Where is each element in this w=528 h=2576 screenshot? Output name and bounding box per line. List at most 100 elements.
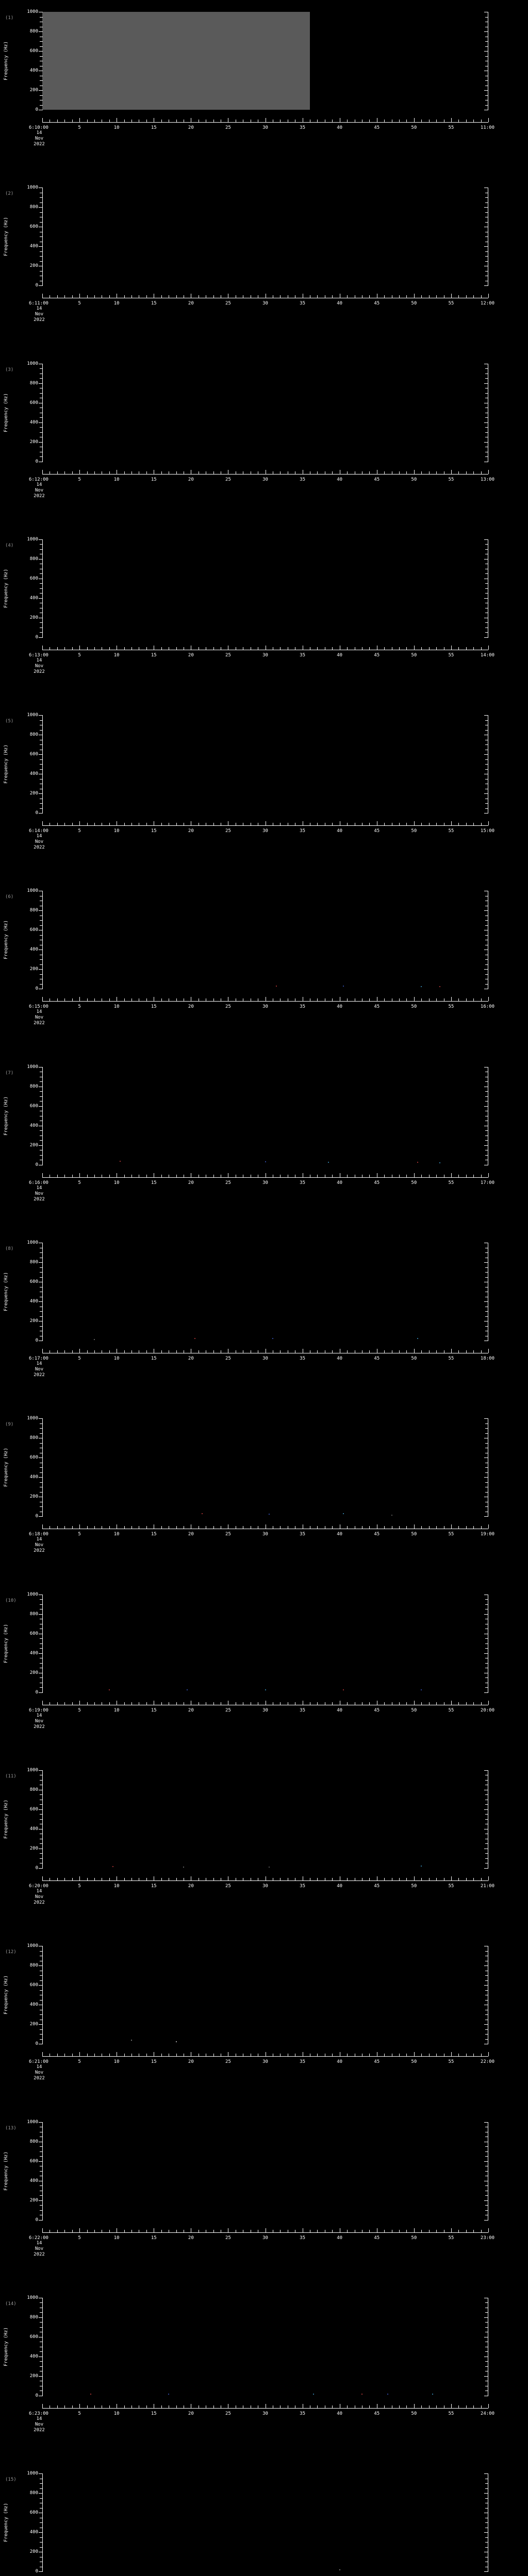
- x-tick: [347, 1877, 348, 1880]
- x-tick: [161, 1174, 162, 1177]
- y-tick-right: [484, 285, 488, 286]
- x-tick-label: 20: [188, 2411, 194, 2416]
- x-tick: [79, 821, 80, 826]
- date-stack: 14 Nov 2022: [24, 1185, 55, 1202]
- x-tick: [332, 1702, 333, 1705]
- y-tick-label: 400: [29, 1299, 38, 1304]
- x-tick: [146, 2405, 147, 2408]
- x-tick: [57, 120, 58, 122]
- x-tick-label: 40: [337, 1707, 343, 1713]
- x-tick-label: 30: [262, 1883, 268, 1889]
- x-tick: [369, 1350, 370, 1353]
- spectrogram-panel: (13) Frequency (Hz) 1000 800 600 400 200 0 6:22:…: [0, 2110, 528, 2286]
- x-tick: [369, 1702, 370, 1705]
- x-tick: [94, 471, 95, 474]
- x-tick: [428, 998, 430, 1002]
- y-tick-right: [484, 1145, 488, 1146]
- y-tick-right: [485, 769, 488, 770]
- x-tick: [369, 823, 370, 826]
- plot-area: [39, 1243, 488, 1342]
- y-tick-right: [485, 925, 488, 926]
- y-tick: [40, 1604, 43, 1605]
- y-tick-label: 600: [29, 752, 38, 757]
- spectrogram-panel: (1) Frequency (Hz) 1000 800 600 400 200 0 6:10:0…: [0, 0, 528, 176]
- y-tick-right: [485, 1155, 488, 1156]
- x-tick: [421, 1174, 422, 1177]
- y-tick: [39, 2024, 43, 2025]
- x-tick: [64, 1526, 65, 1529]
- y-tick-right: [485, 80, 488, 81]
- y-tick-label: 0: [35, 986, 38, 992]
- x-tick: [79, 118, 80, 122]
- spectrogram-panel: (12) Frequency (Hz) 1000 800 600 400 200 0 6:21:…: [0, 1934, 528, 2110]
- data-point: [417, 1161, 419, 1163]
- x-tick-label: 5: [78, 2411, 81, 2416]
- y-tick-label: 800: [29, 556, 38, 562]
- plot-area: [39, 539, 488, 638]
- x-tick: [87, 2405, 88, 2408]
- y-tick-label: 1000: [27, 1240, 38, 1246]
- y-tick-right: [484, 90, 488, 91]
- y-tick-label: 600: [29, 224, 38, 230]
- x-tick: [317, 471, 318, 474]
- x-tick-label: 15: [151, 1356, 157, 1362]
- x-tick: [124, 2229, 125, 2232]
- date-stack: 14 Nov 2022: [24, 2241, 55, 2258]
- x-tick-label: 40: [337, 1004, 343, 1010]
- x-tick: [64, 295, 65, 298]
- y-tick-label: 800: [29, 29, 38, 34]
- x-tick: [213, 1877, 214, 1880]
- x-tick: [332, 1174, 333, 1177]
- data-point: [313, 2393, 315, 2395]
- y-tick-right: [484, 1653, 488, 1654]
- y-tick: [40, 2537, 43, 2538]
- x-tick: [369, 295, 370, 298]
- date-stack: 14 Nov 2022: [24, 2416, 55, 2433]
- y-tick: [40, 720, 43, 721]
- x-tick: [57, 1526, 58, 1529]
- y-axis-title: Frequency (Hz): [4, 1272, 9, 1311]
- y-tick: [40, 80, 43, 81]
- x-tick: [458, 295, 459, 298]
- data-point: [417, 1337, 419, 1339]
- x-tick: [399, 295, 400, 298]
- date-line: 14: [36, 657, 42, 663]
- y-tick-right: [484, 1692, 488, 1693]
- x-tick-label: 35: [300, 1180, 305, 1185]
- y-tick: [40, 2498, 43, 2499]
- y-tick-label: 800: [29, 2490, 38, 2496]
- x-tick-label: 55: [448, 301, 454, 307]
- x-tick: [64, 2229, 65, 2232]
- x-start-label: 6:12:00: [29, 477, 48, 482]
- x-tick-label: 10: [113, 1707, 120, 1713]
- y-tick-right: [485, 2366, 488, 2367]
- y-tick: [40, 974, 43, 975]
- date-line: Nov: [35, 1894, 44, 1900]
- x-tick: [488, 294, 489, 298]
- x-tick-label: 40: [337, 1532, 343, 1537]
- x-tick: [213, 1350, 214, 1353]
- x-tick: [399, 2229, 400, 2232]
- x-tick: [213, 1526, 214, 1529]
- x-tick: [317, 1702, 318, 1705]
- y-tick-label: 1000: [27, 2295, 38, 2300]
- y-tick-right: [485, 583, 488, 584]
- x-tick-label: 25: [225, 1883, 231, 1889]
- x-tick-label: 15: [151, 1707, 157, 1713]
- x-tick-label: 50: [411, 1180, 417, 1185]
- y-tick-right: [485, 1980, 488, 1981]
- y-tick-right: [485, 2014, 488, 2015]
- x-axis: [42, 1173, 489, 1178]
- y-tick-right: [485, 2146, 488, 2147]
- y-tick: [40, 808, 43, 809]
- x-tick: [481, 1350, 482, 1353]
- x-tick: [109, 1174, 110, 1177]
- spectrogram-panel: (8) Frequency (Hz) 1000 800 600 400 200 0 6:17:0…: [0, 1231, 528, 1406]
- y-tick-right: [484, 1965, 488, 1967]
- x-tick-label: 5: [78, 1004, 81, 1010]
- x-tick: [466, 295, 467, 298]
- y-tick-label: 600: [29, 1631, 38, 1636]
- x-tick-label: 15: [151, 301, 157, 307]
- y-tick-label: 0: [35, 634, 38, 640]
- x-end-label: 16:00: [480, 1004, 494, 1010]
